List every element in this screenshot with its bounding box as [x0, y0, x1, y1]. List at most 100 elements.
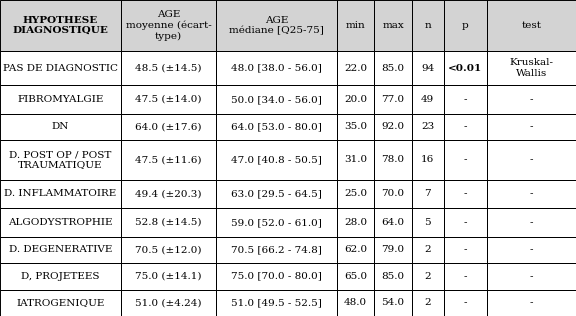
Bar — [374, 51, 412, 85]
Bar — [374, 85, 412, 113]
Text: 2: 2 — [425, 298, 431, 307]
Text: D. DEGENERATIVE: D. DEGENERATIVE — [9, 245, 112, 254]
Text: ALGODYSTROPHIE: ALGODYSTROPHIE — [8, 218, 113, 227]
Text: -: - — [529, 245, 533, 254]
Text: 28.0: 28.0 — [344, 218, 367, 227]
Bar — [216, 180, 337, 208]
Text: 94: 94 — [421, 64, 434, 73]
Text: min: min — [346, 21, 366, 30]
Bar — [444, 208, 487, 237]
Text: Kruskal-
Wallis: Kruskal- Wallis — [509, 58, 554, 78]
Text: 20.0: 20.0 — [344, 95, 367, 104]
Text: test: test — [521, 21, 541, 30]
Bar — [444, 0, 487, 51]
Bar — [444, 85, 487, 113]
Text: 52.8 (±14.5): 52.8 (±14.5) — [135, 218, 202, 227]
Bar — [0, 180, 121, 208]
Bar — [337, 263, 374, 289]
Bar — [444, 51, 487, 85]
Bar — [412, 237, 444, 263]
Bar — [374, 289, 412, 316]
Bar — [337, 180, 374, 208]
Bar — [0, 140, 121, 180]
Bar — [444, 289, 487, 316]
Bar — [121, 140, 216, 180]
Bar — [412, 140, 444, 180]
Text: -: - — [529, 272, 533, 281]
Bar — [444, 180, 487, 208]
Bar — [412, 208, 444, 237]
Bar — [216, 140, 337, 180]
Text: 51.0 [49.5 - 52.5]: 51.0 [49.5 - 52.5] — [231, 298, 322, 307]
Text: 78.0: 78.0 — [381, 155, 405, 164]
Bar — [337, 237, 374, 263]
Bar — [444, 208, 487, 237]
Bar — [121, 180, 216, 208]
Text: p: p — [462, 21, 468, 30]
Text: 75.0 (±14.1): 75.0 (±14.1) — [135, 272, 202, 281]
Bar — [487, 0, 576, 51]
Bar — [374, 85, 412, 113]
Bar — [412, 85, 444, 113]
Text: -: - — [463, 122, 467, 131]
Text: 59.0 [52.0 - 61.0]: 59.0 [52.0 - 61.0] — [231, 218, 322, 227]
Bar — [216, 289, 337, 316]
Bar — [374, 113, 412, 140]
Text: 48.0: 48.0 — [344, 298, 367, 307]
Text: 64.0 [53.0 - 80.0]: 64.0 [53.0 - 80.0] — [231, 122, 322, 131]
Bar — [374, 263, 412, 289]
Text: 79.0: 79.0 — [381, 245, 405, 254]
Text: 22.0: 22.0 — [344, 64, 367, 73]
Bar — [121, 85, 216, 113]
Bar — [374, 237, 412, 263]
Bar — [0, 85, 121, 113]
Bar — [0, 0, 121, 51]
Bar — [444, 85, 487, 113]
Bar — [337, 51, 374, 85]
Bar — [0, 180, 121, 208]
Bar — [374, 113, 412, 140]
Bar — [337, 113, 374, 140]
Text: PAS DE DIAGNOSTIC: PAS DE DIAGNOSTIC — [3, 64, 118, 73]
Bar — [121, 208, 216, 237]
Bar — [337, 208, 374, 237]
Text: 49.4 (±20.3): 49.4 (±20.3) — [135, 190, 202, 198]
Text: 50.0 [34.0 - 56.0]: 50.0 [34.0 - 56.0] — [231, 95, 322, 104]
Text: 16: 16 — [421, 155, 434, 164]
Bar — [216, 208, 337, 237]
Bar — [374, 263, 412, 289]
Bar — [337, 263, 374, 289]
Bar — [337, 0, 374, 51]
Text: 64.0: 64.0 — [381, 218, 405, 227]
Bar — [121, 237, 216, 263]
Bar — [444, 263, 487, 289]
Bar — [444, 263, 487, 289]
Text: -: - — [463, 155, 467, 164]
Bar — [487, 51, 576, 85]
Bar — [487, 51, 576, 85]
Bar — [412, 208, 444, 237]
Bar — [0, 113, 121, 140]
Bar — [487, 289, 576, 316]
Bar — [337, 289, 374, 316]
Bar — [487, 0, 576, 51]
Bar — [444, 289, 487, 316]
Bar — [444, 113, 487, 140]
Text: 63.0 [29.5 - 64.5]: 63.0 [29.5 - 64.5] — [231, 190, 322, 198]
Text: 51.0 (±4.24): 51.0 (±4.24) — [135, 298, 202, 307]
Bar — [444, 237, 487, 263]
Bar — [216, 208, 337, 237]
Bar — [487, 237, 576, 263]
Bar — [337, 140, 374, 180]
Bar — [121, 51, 216, 85]
Bar — [337, 113, 374, 140]
Text: 65.0: 65.0 — [344, 272, 367, 281]
Bar — [487, 85, 576, 113]
Bar — [0, 289, 121, 316]
Bar — [444, 113, 487, 140]
Bar — [0, 263, 121, 289]
Bar — [121, 113, 216, 140]
Text: 62.0: 62.0 — [344, 245, 367, 254]
Bar — [121, 263, 216, 289]
Text: -: - — [529, 95, 533, 104]
